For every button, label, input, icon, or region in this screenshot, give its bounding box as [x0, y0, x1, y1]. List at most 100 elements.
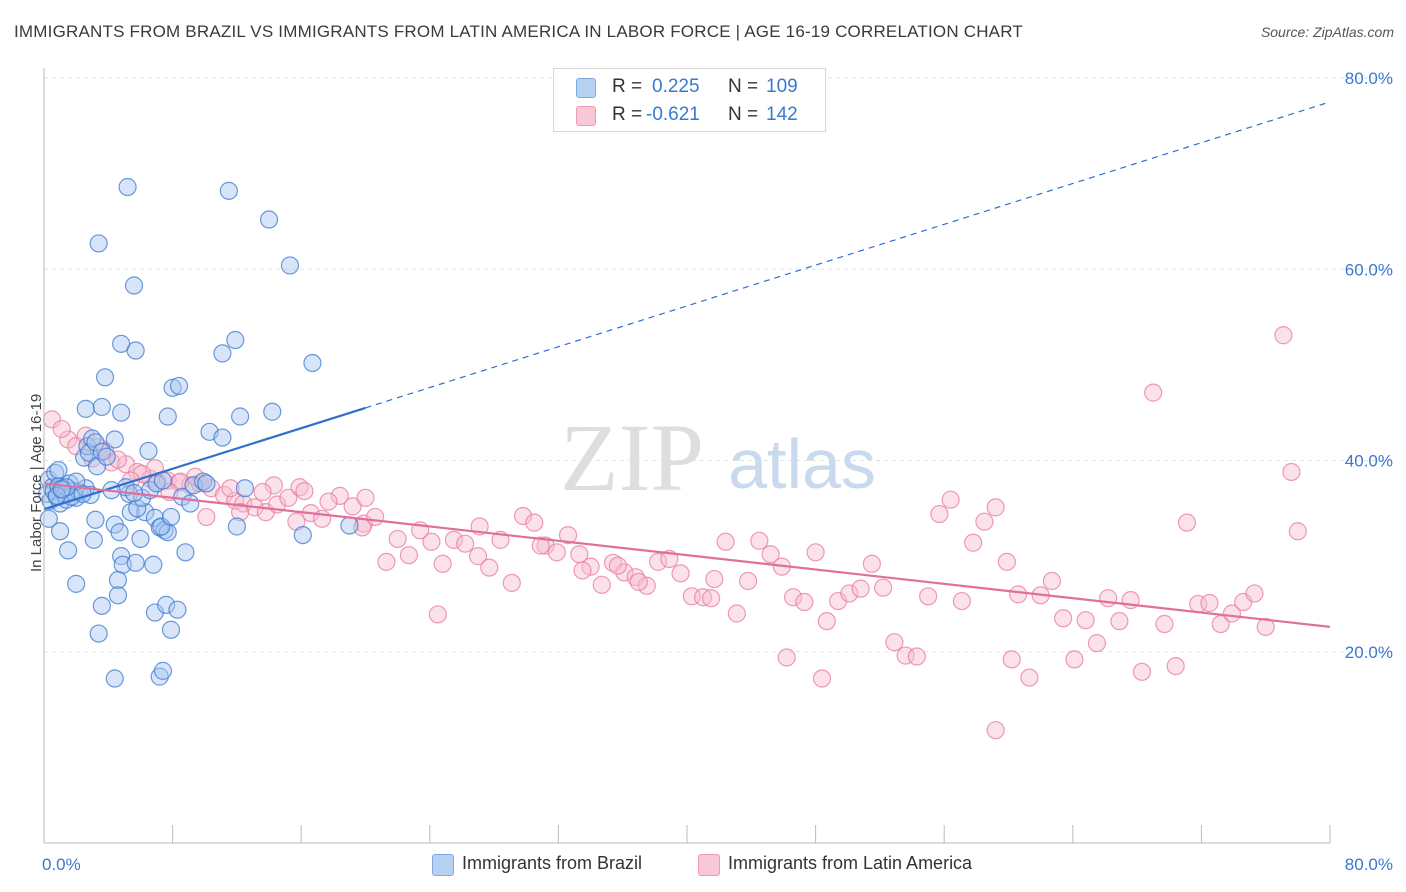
- latin-america-point: [930, 504, 949, 524]
- brazil-point: [263, 402, 282, 421]
- source-credit: Source: ZipAtlas.com: [1260, 24, 1394, 40]
- brazil-point: [50, 522, 70, 541]
- y-tick-label: 60.0%: [1345, 260, 1393, 279]
- legend-r-label: R =: [612, 76, 643, 97]
- brazil-point: [89, 234, 108, 253]
- latin-america-point: [1288, 522, 1307, 541]
- latin-america-point: [1274, 326, 1293, 345]
- brazil-point: [235, 479, 255, 498]
- brazil-point: [89, 624, 108, 643]
- latin-america-point: [1042, 571, 1062, 591]
- latin-america-point: [975, 512, 994, 531]
- latin-america-point: [343, 497, 362, 516]
- watermark-zip: ZIP: [560, 404, 704, 511]
- brazil-point: [67, 574, 86, 593]
- trend-layer: [43, 101, 1331, 628]
- brazil-point: [59, 541, 78, 560]
- y-tick-label: 80.0%: [1345, 69, 1393, 88]
- brazil-point: [197, 474, 216, 493]
- latin-america-point: [1132, 662, 1152, 681]
- brazil-point: [112, 403, 131, 422]
- bottom-legend-label-latin-america: Immigrants from Latin America: [728, 853, 973, 873]
- latin-america-point: [1282, 462, 1301, 482]
- latin-america-point: [253, 482, 272, 502]
- brazil-point: [126, 341, 145, 360]
- latin-america-point: [197, 507, 216, 527]
- latin-america-point: [377, 552, 396, 571]
- latin-america-point: [761, 545, 780, 564]
- latin-america-point: [840, 584, 859, 603]
- latin-america-point: [547, 543, 566, 562]
- latin-america-point: [388, 529, 407, 549]
- brazil-point: [79, 443, 99, 462]
- latin-america-point: [428, 605, 447, 624]
- latin-america-point: [158, 471, 177, 490]
- brazil-point: [169, 376, 189, 396]
- latin-america-point: [1166, 656, 1185, 676]
- latin-america-point: [817, 612, 836, 631]
- brazil-point: [219, 181, 238, 200]
- latin-america-point: [1099, 589, 1118, 608]
- brazil-trend-line: [43, 406, 366, 511]
- brazil-point: [158, 407, 177, 426]
- latin-america-point: [558, 525, 578, 545]
- latin-america-point: [885, 633, 904, 652]
- brazil-point: [87, 457, 107, 476]
- latin-america-point: [433, 554, 452, 573]
- latin-america-point: [108, 450, 128, 469]
- legend-swatch-latin-america: [576, 106, 596, 126]
- latin-america-point: [1076, 611, 1095, 630]
- latin-america-point: [1020, 668, 1039, 687]
- latin-america-point: [444, 530, 464, 549]
- latin-america-point: [608, 556, 627, 575]
- brazil-point: [150, 667, 169, 686]
- latin-america-point: [702, 589, 721, 608]
- brazil-point: [231, 407, 250, 426]
- brazil-point: [176, 543, 195, 562]
- brazil-point: [105, 430, 124, 449]
- latin-america-point: [812, 669, 832, 688]
- latin-america-point: [716, 532, 735, 551]
- brazil-point: [194, 472, 213, 491]
- brazil-point: [303, 353, 322, 373]
- brazil-point: [92, 397, 111, 417]
- chart-title: IMMIGRANTS FROM BRAZIL VS IMMIGRANTS FRO…: [14, 22, 1023, 41]
- x-tick-label: 80.0%: [1345, 855, 1393, 874]
- latin-america-point: [671, 564, 690, 583]
- latin-america-point: [279, 488, 298, 507]
- latin-america-point: [319, 492, 338, 511]
- brazil-point: [84, 530, 103, 549]
- brazil-point: [110, 523, 129, 542]
- brazil-point: [161, 507, 181, 527]
- latin-america-point: [907, 647, 926, 666]
- latin-america-point: [264, 476, 283, 495]
- latin-america-point: [525, 513, 544, 532]
- legend-r-label: R =: [612, 104, 643, 125]
- latin-america-point: [502, 573, 521, 593]
- latin-america-point: [513, 506, 533, 526]
- brazil-point: [126, 553, 145, 572]
- latin-america-point: [221, 479, 240, 498]
- legend-r-value-brazil: 0.225: [652, 76, 700, 97]
- watermark: ZIP atlas: [560, 404, 876, 511]
- latin-america-point: [648, 552, 668, 571]
- latin-america-point: [1110, 612, 1129, 631]
- brazil-point: [131, 529, 150, 549]
- latin-america-point: [1065, 650, 1084, 669]
- bottom-legend-swatch-latin-america: [698, 854, 720, 876]
- legend-r-value-latin-america: -0.621: [646, 104, 700, 125]
- x-tick-label: 0.0%: [42, 855, 81, 874]
- brazil-point: [152, 517, 171, 536]
- latin-america-point: [1177, 513, 1197, 532]
- latin-america-point: [399, 546, 419, 565]
- legend-n-value-brazil: 109: [766, 76, 798, 97]
- latin-america-point: [1002, 650, 1021, 669]
- latin-america-point: [615, 563, 634, 582]
- latin-america-point: [705, 569, 724, 589]
- latin-america-point: [964, 533, 983, 552]
- brazil-point: [95, 368, 115, 387]
- latin-america-point: [851, 579, 870, 598]
- latin-america-point: [1222, 604, 1242, 623]
- legend-row-latin-america: R = -0.621 N = 142: [554, 101, 825, 129]
